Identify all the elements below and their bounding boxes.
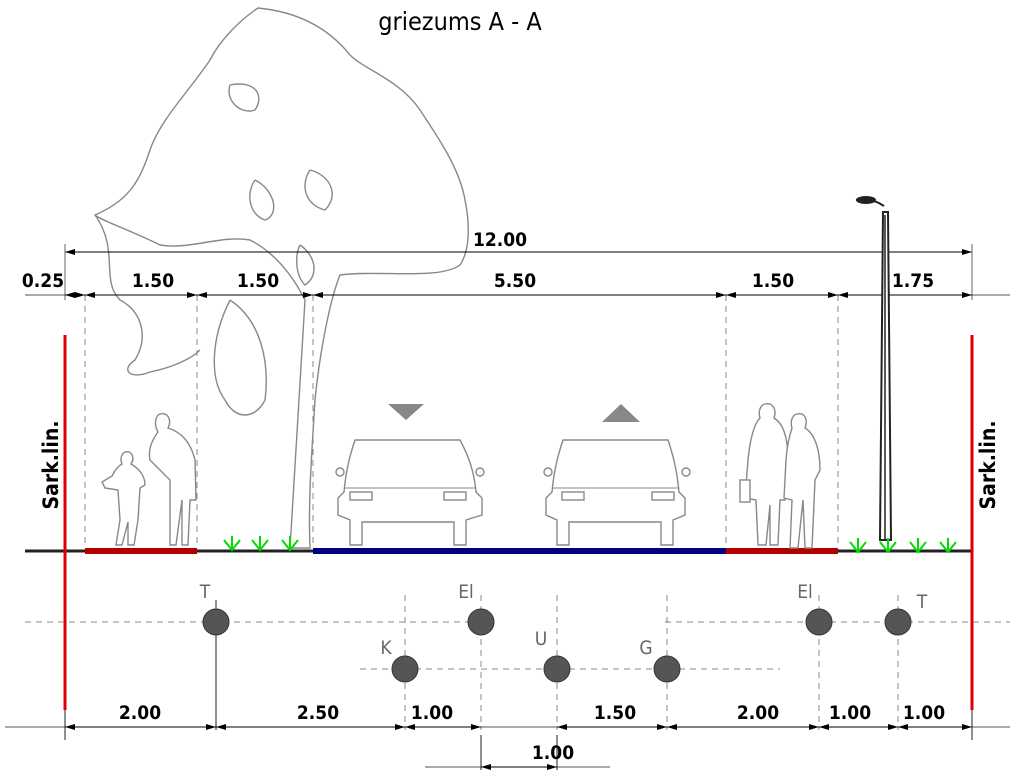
utility-G bbox=[653, 655, 681, 683]
right-boundary-label: Sark.lin. bbox=[976, 421, 1000, 510]
direction-down-icon bbox=[388, 404, 424, 420]
top-dimensions: 0.25 1.50 1.50 5.50 1.50 1.75 bbox=[22, 270, 1010, 298]
zone-guides bbox=[84, 295, 839, 548]
utilities: T El K U G El T bbox=[199, 581, 928, 683]
utility-El-left bbox=[467, 608, 495, 636]
top-dim-4: 5.50 bbox=[494, 270, 536, 292]
utility-label-3: K bbox=[380, 637, 392, 659]
bottom-dimensions: 2.00 2.50 1.00 1.50 2.00 1.00 1.00 1.00 bbox=[5, 702, 1010, 770]
utility-label-5: G bbox=[639, 637, 652, 659]
top-dim-6: 1.75 bbox=[892, 270, 934, 292]
top-dim-5: 1.50 bbox=[752, 270, 794, 292]
bottom-dim-4: 1.50 bbox=[594, 702, 636, 724]
utility-label-7: T bbox=[916, 591, 928, 613]
utility-U bbox=[543, 655, 571, 683]
utility-T-right bbox=[884, 608, 912, 636]
bottom-dim-2: 2.50 bbox=[297, 702, 339, 724]
bottom-dim-extra: 1.00 bbox=[532, 742, 574, 764]
overall-dimension: 12.00 bbox=[64, 229, 973, 300]
utility-label-6: El bbox=[797, 581, 813, 603]
car-right bbox=[543, 404, 691, 546]
car-left bbox=[335, 404, 485, 546]
utility-K bbox=[391, 655, 419, 683]
utility-label-1: T bbox=[199, 581, 211, 603]
pedestrians-left bbox=[101, 413, 197, 546]
top-dim-2: 1.50 bbox=[132, 270, 174, 292]
utility-label-2: El bbox=[458, 581, 474, 603]
street-lamp bbox=[855, 196, 893, 541]
utility-T-left bbox=[202, 608, 230, 636]
bottom-dim-1: 2.00 bbox=[119, 702, 161, 724]
overall-width-label: 12.00 bbox=[473, 229, 527, 251]
utility-label-4: U bbox=[535, 628, 548, 650]
diagram-title: griezums A - A bbox=[378, 7, 542, 36]
pedestrians-right bbox=[739, 403, 821, 549]
bottom-dim-5: 2.00 bbox=[737, 702, 779, 724]
direction-up-icon bbox=[602, 404, 640, 422]
bottom-dim-6: 1.00 bbox=[829, 702, 871, 724]
top-dim-3: 1.50 bbox=[237, 270, 279, 292]
left-boundary-label: Sark.lin. bbox=[39, 421, 63, 510]
bottom-dim-7: 1.00 bbox=[903, 702, 945, 724]
grass-marks bbox=[223, 536, 957, 554]
top-dim-1: 0.25 bbox=[22, 270, 64, 292]
utility-El-right bbox=[805, 608, 833, 636]
bottom-dim-3: 1.00 bbox=[411, 702, 453, 724]
